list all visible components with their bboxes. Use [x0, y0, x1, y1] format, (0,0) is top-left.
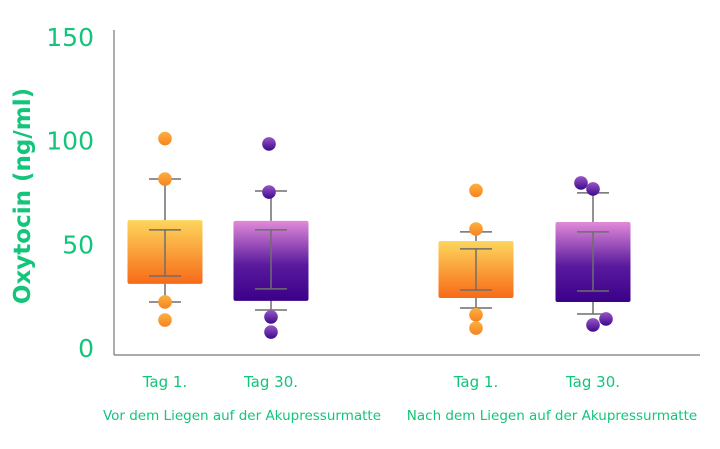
box-purple — [233, 137, 309, 339]
data-point — [264, 310, 278, 324]
data-point — [158, 295, 172, 309]
data-point — [469, 222, 483, 236]
data-point — [262, 137, 276, 151]
y-tick-label: 100 — [46, 127, 94, 156]
data-point — [469, 321, 483, 335]
category-label: Tag 1. — [453, 373, 498, 391]
data-point — [469, 308, 483, 322]
data-point — [158, 172, 172, 186]
group-label: Vor dem Liegen auf der Akupressurmatte — [103, 408, 381, 424]
data-point — [586, 182, 600, 196]
group-0: Tag 1. Tag 30. Vor dem Liegen auf der Akup… — [103, 131, 381, 424]
data-point — [599, 312, 613, 326]
y-tick-label: 0 — [78, 334, 94, 363]
y-tick-label: 50 — [62, 230, 94, 259]
data-point — [264, 325, 278, 339]
y-tick-label: 150 — [46, 23, 94, 52]
data-point — [262, 185, 276, 199]
data-point — [574, 176, 588, 190]
group-1: Tag 1. Tag 30. Nach dem Liegen auf der Aku… — [407, 176, 697, 424]
category-label: Tag 30. — [243, 373, 298, 391]
data-point — [469, 183, 483, 198]
box-purple — [555, 176, 631, 332]
data-point — [586, 318, 600, 332]
data-point — [158, 131, 172, 146]
category-label: Tag 1. — [142, 373, 187, 391]
data-point — [158, 313, 172, 327]
box-orange — [438, 183, 514, 335]
category-label: Tag 30. — [565, 373, 620, 391]
y-axis-label: Oxytocin (ng/ml) — [10, 88, 36, 304]
group-label: Nach dem Liegen auf der Akupressurmatte — [407, 408, 697, 424]
box-orange — [127, 131, 203, 327]
